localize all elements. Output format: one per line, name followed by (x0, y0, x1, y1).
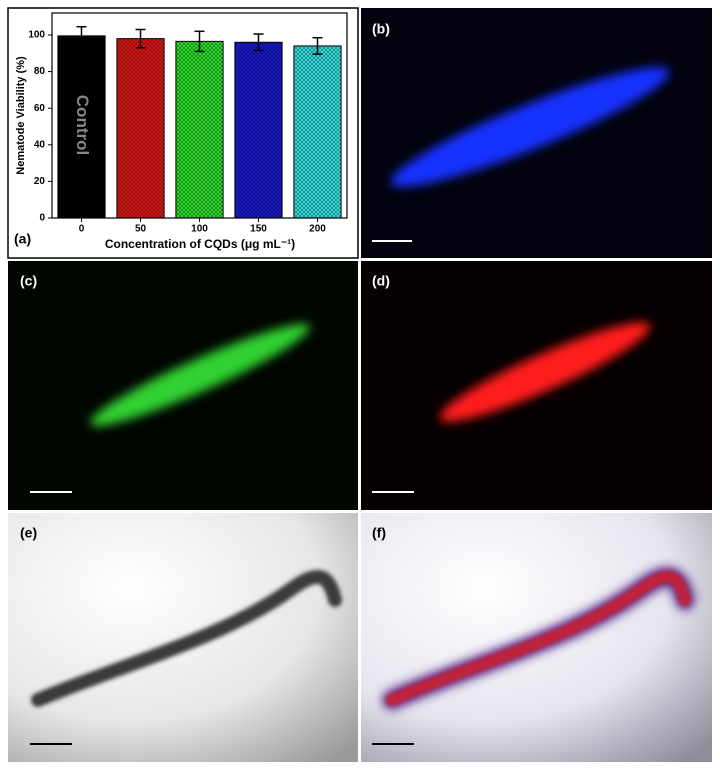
bar-hatch (57, 35, 106, 219)
worm-fluorescence (439, 322, 651, 422)
worm (386, 570, 691, 706)
bar-hatch (175, 41, 224, 218)
y-tick-label: 0 (39, 213, 45, 224)
y-tick-label: 40 (34, 139, 46, 150)
y-axis-label: Nematode Viability (%) (15, 56, 27, 175)
annotation: Control (73, 95, 92, 155)
panel-label: (d) (372, 273, 390, 289)
bar-hatch (293, 45, 342, 219)
bar-hatch (116, 38, 165, 218)
panel-label: (e) (20, 525, 37, 541)
x-tick-label: 0 (79, 224, 85, 235)
x-tick-label: 150 (250, 224, 267, 235)
x-axis-label: Concentration of CQDs (μg mL⁻¹) (105, 237, 295, 251)
x-tick-label: 200 (309, 224, 326, 235)
panel-d: (d) (361, 261, 712, 510)
panel-label: (f) (372, 525, 386, 541)
y-tick-label: 80 (34, 66, 46, 77)
bar-hatch (234, 42, 283, 219)
panel-f: (f) (361, 513, 712, 762)
panel-label: (c) (20, 273, 37, 289)
worm-fluorescence (90, 324, 310, 426)
y-tick-label: 60 (34, 103, 46, 114)
worm (31, 569, 342, 707)
panel-e: (e) (8, 513, 358, 762)
x-tick-label: 100 (191, 224, 208, 235)
plot-frame (51, 12, 348, 219)
panel-label: (b) (372, 21, 390, 37)
panel-c: (c) (8, 261, 358, 510)
y-tick-label: 100 (28, 30, 45, 41)
panel-label: (a) (14, 231, 31, 247)
worm-fluorescence (390, 67, 670, 187)
x-tick-label: 50 (135, 224, 147, 235)
y-tick-label: 20 (34, 176, 46, 187)
panel-b: (b) (361, 8, 712, 258)
